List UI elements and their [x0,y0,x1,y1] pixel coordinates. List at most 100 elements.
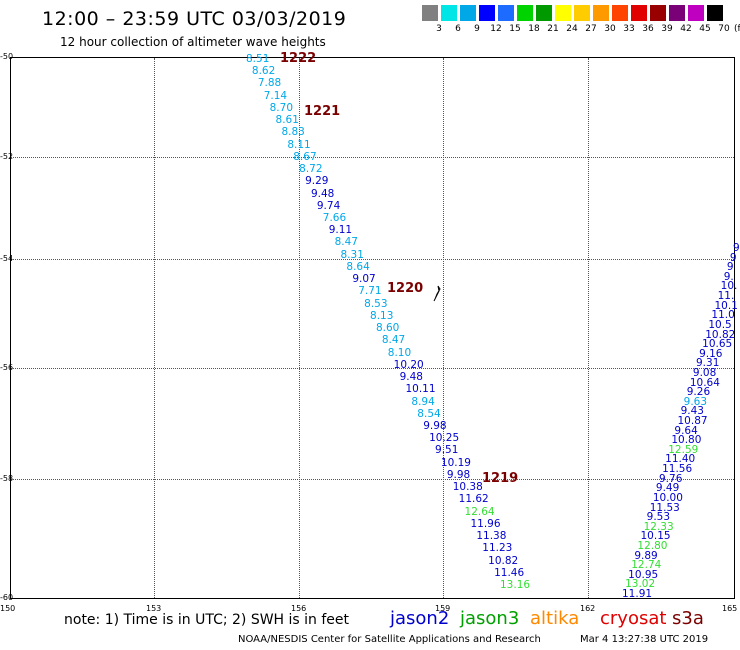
legend-jason2: jason2 [390,608,450,629]
wave-height-value: 8.54 [417,407,441,420]
lat-label: -50 [0,52,14,61]
wave-height-value: 8.67 [293,150,317,163]
scale-label: 36 [642,24,654,34]
scale-swatch [517,5,533,21]
scale-swatch [479,5,495,21]
scale-swatch [422,5,438,21]
wave-height-value: 10.25 [429,432,460,445]
lon-label: 150 [0,604,16,613]
scale-label: 9 [474,24,480,34]
wave-height-value: 9.98 [423,419,447,432]
page-title: 12:00 – 23:59 UTC 03/03/2019 [42,8,347,30]
scale-swatch [688,5,704,21]
meridian-159 [443,58,444,598]
wave-height-value: 9.08 [692,366,717,379]
wave-height-value: 11.62 [458,493,489,506]
wave-height-value: 10.00 [652,491,683,504]
wave-height-value: 8.72 [299,163,323,176]
wave-height-value: 10.87 [677,415,708,427]
timestamp-text: Mar 4 13:27:38 UTC 2019 [580,634,709,645]
wave-height-value: 9.89 [634,549,658,562]
wave-height-value: 10.64 [689,376,720,389]
wave-height-value: 7.88 [257,77,282,90]
wave-height-value: 9. [723,270,734,283]
lon-label: 153 [146,604,162,613]
scale-swatch [612,5,628,21]
island-outline [433,285,441,302]
scale-swatch [650,5,666,21]
scale-swatch [536,5,552,21]
wave-height-value: 8.94 [411,395,435,408]
wave-height-value: 11. [717,290,735,303]
wave-height-value: 9.64 [674,424,698,437]
lat-label: -52 [0,152,14,161]
wave-height-value: 8.31 [340,248,364,261]
wave-height-value: 9.74 [316,199,341,212]
scale-label: 12 [490,24,502,34]
wave-height-value: 8.53 [364,297,388,310]
wave-height-value: 11.53 [649,501,680,514]
wave-height-value: 8.10 [387,346,412,359]
wave-height-value: 11.38 [476,530,507,543]
wave-height-value: 8.62 [251,65,276,78]
rev-label-1220: 1220 [387,281,424,296]
wave-height-value: 10.80 [671,434,702,447]
wave-height-value: 12.64 [464,505,495,518]
wave-height-value: 9.51 [435,444,459,457]
legend-s3a: s3a [672,608,704,629]
wave-height-value: 10.11 [405,383,436,396]
lon-label: 156 [291,604,307,613]
scale-swatch [555,5,571,21]
wave-height-value: 9 [726,261,734,274]
legend-altika: altika [530,608,580,629]
scale-label: 45 [699,24,711,34]
parallel-56 [11,368,734,369]
lat-label: -60 [0,593,14,602]
map-frame[interactable] [10,57,735,599]
scale-swatch [574,5,590,21]
wave-height-value: 11.91 [622,588,653,600]
scale-swatch [498,5,514,21]
wave-height-value: 8.13 [370,309,394,322]
credit-text: NOAA/NESDIS Center for Satellite Applica… [238,634,541,645]
wave-height-value: 10.15 [640,530,671,543]
scale-swatch [631,5,647,21]
wave-height-value: 12.33 [643,520,674,533]
wave-height-value: 10.82 [705,328,736,341]
lon-label: 162 [580,604,596,613]
wave-height-value: 9.43 [680,405,704,418]
wave-height-value: 8.70 [269,101,294,114]
wave-height-value: 11.23 [482,542,513,555]
wave-height-value: 12.59 [668,443,699,456]
wave-height-value: 9.48 [399,371,423,384]
wave-height-value: 13.02 [625,578,656,591]
wave-height-value: 9.29 [305,175,329,188]
wave-height-value: 10. [720,280,738,293]
parallel-58 [11,479,734,480]
wave-height-value: 9 [733,242,740,254]
parallel-54 [11,259,734,260]
lon-label: 165 [722,604,738,613]
wave-height-value: 10.5 [708,318,732,331]
wave-height-value: 9.11 [328,224,353,237]
wave-height-value: 10.20 [393,358,424,371]
scale-swatch [707,5,723,21]
scale-label: 33 [623,24,635,34]
wave-height-value: 11.96 [470,517,501,530]
wave-height-value: 10.38 [452,481,483,494]
scale-label: 70 [718,24,730,34]
scale-swatch [441,5,457,21]
rev-label-1221: 1221 [304,104,341,119]
wave-height-value: 8.60 [375,322,400,335]
wave-height-value: 8.47 [381,334,406,347]
wave-height-value: 8.61 [275,114,299,127]
wave-height-value: 7.66 [322,212,347,225]
meridian-162 [588,58,589,598]
scale-label: 3 [436,24,442,34]
legend-cryosat: cryosat [600,608,667,629]
wave-height-value: 11.40 [665,453,696,466]
meridian-156 [299,58,300,598]
lon-label: 159 [435,604,451,613]
wave-height-value: 8.51 [246,53,270,65]
rev-label-1219: 1219 [482,471,519,486]
